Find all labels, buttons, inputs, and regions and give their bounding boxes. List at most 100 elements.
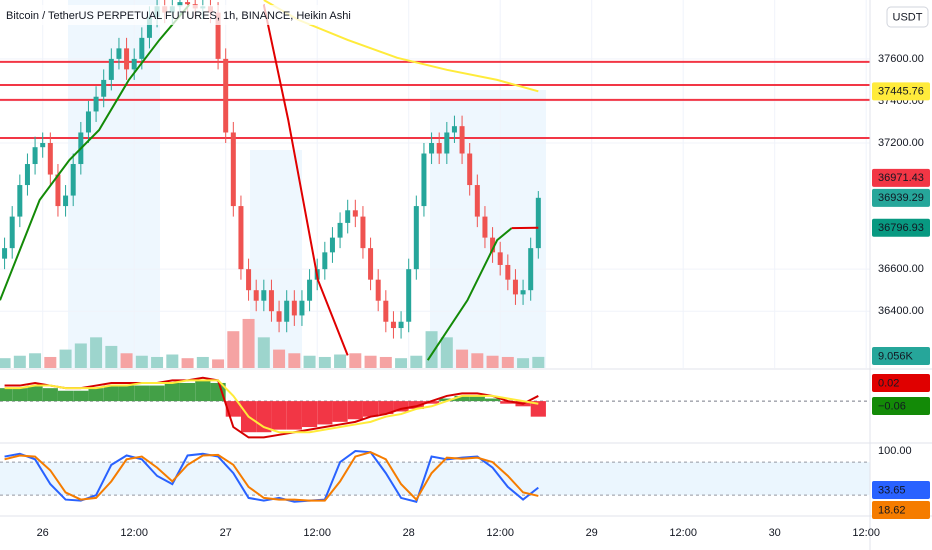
- candle-body: [505, 264, 511, 280]
- main-pane: [0, 0, 870, 368]
- stoch-band: [0, 462, 870, 496]
- candle-body: [276, 311, 282, 322]
- volume-bar: [318, 356, 331, 368]
- candle-body: [40, 142, 46, 148]
- range-shade: [250, 150, 302, 368]
- volume-bar: [29, 353, 42, 368]
- volume-bar: [212, 359, 225, 368]
- volume-bar: [501, 356, 514, 368]
- candle-body: [108, 58, 114, 80]
- candle-body: [185, 2, 191, 5]
- macd-bar: [73, 390, 89, 402]
- candle-body: [467, 153, 473, 186]
- candle-body: [124, 48, 130, 70]
- candle-body: [215, 12, 221, 59]
- candle-body: [322, 252, 328, 270]
- price-label: 36939.29: [878, 192, 924, 204]
- macd-bar: [378, 401, 394, 415]
- stoch-line: [4, 451, 539, 502]
- x-tick-label: 12:00: [486, 527, 514, 539]
- volume-bar: [471, 353, 484, 368]
- candle-body: [375, 279, 381, 301]
- candle-body: [261, 290, 267, 301]
- volume-bar: [364, 355, 377, 368]
- volume-bar: [166, 354, 179, 368]
- macd-bar: [195, 380, 211, 402]
- x-tick-label: 26: [37, 527, 49, 539]
- volume-bar: [303, 355, 316, 368]
- candle-body: [490, 237, 496, 253]
- price-label: 36796.93: [878, 222, 924, 234]
- candle-body: [429, 142, 435, 154]
- candle-body: [101, 79, 107, 97]
- volume-bar: [135, 355, 148, 368]
- volume-bar: [288, 353, 301, 368]
- volume-bar: [242, 318, 255, 368]
- macd-pane: [0, 376, 870, 439]
- macd-bar: [271, 401, 287, 430]
- volume-bar: [517, 358, 530, 368]
- candle-body: [383, 300, 389, 322]
- macd-bar: [317, 401, 333, 425]
- candle-body: [17, 185, 23, 217]
- range-shade: [430, 90, 546, 368]
- y-tick-label: 36600.00: [878, 263, 924, 275]
- candle-body: [284, 300, 290, 322]
- macd-bar: [164, 382, 180, 402]
- candle-body: [528, 248, 534, 291]
- macd-bar: [408, 401, 424, 409]
- macd-bar: [12, 388, 28, 402]
- x-tick-label: 12:00: [120, 527, 148, 539]
- candle-body: [146, 16, 152, 38]
- overlay-line: [262, 4, 349, 356]
- price-label: 33.65: [878, 484, 906, 496]
- price-label: −0.06: [878, 400, 906, 412]
- y-tick-label: 37200.00: [878, 137, 924, 149]
- candle-body: [307, 279, 313, 301]
- macd-bar: [362, 401, 379, 417]
- candle-body: [93, 96, 99, 112]
- title-backdrop: [0, 5, 382, 25]
- currency-label[interactable]: USDT: [893, 11, 923, 23]
- x-tick-label: 29: [586, 527, 598, 539]
- candle-body: [329, 237, 335, 253]
- candle-body: [32, 147, 38, 165]
- candle-body: [47, 142, 53, 175]
- candle-body: [223, 58, 229, 133]
- candle-body: [131, 58, 137, 70]
- y-tick-label: 37600.00: [878, 53, 924, 65]
- candle-body: [253, 290, 259, 301]
- price-label: 0.02: [878, 377, 899, 389]
- candle-body: [345, 210, 351, 223]
- x-tick-label: 12:00: [669, 527, 697, 539]
- candle-body: [512, 279, 518, 295]
- candle-body: [70, 164, 76, 196]
- price-label-box: [872, 397, 930, 415]
- range-shade: [68, 0, 160, 368]
- candle-body: [482, 216, 488, 238]
- candle-body: [474, 185, 480, 217]
- candle-body: [230, 132, 236, 207]
- macd-bar: [454, 395, 470, 402]
- price-label-box: [872, 481, 930, 499]
- candle-body: [406, 269, 412, 322]
- overlay-line: [0, 4, 190, 301]
- candle-body: [520, 290, 526, 295]
- macd-bar: [118, 385, 135, 402]
- macd-bar: [42, 388, 58, 402]
- volume-bar: [59, 349, 72, 368]
- macd-bar: [484, 398, 501, 402]
- candle-body: [246, 269, 252, 291]
- volume-bar: [151, 356, 164, 368]
- candle-body: [421, 153, 427, 207]
- currency-button[interactable]: [886, 6, 929, 28]
- macd-bar: [27, 385, 43, 402]
- volume-bar: [440, 337, 453, 368]
- macd-line: [4, 379, 539, 434]
- candle-body: [177, 2, 183, 7]
- volume-bar: [44, 356, 57, 368]
- stoch-pane: [0, 450, 870, 503]
- candle-body: [497, 252, 503, 265]
- macd-bar: [134, 385, 150, 402]
